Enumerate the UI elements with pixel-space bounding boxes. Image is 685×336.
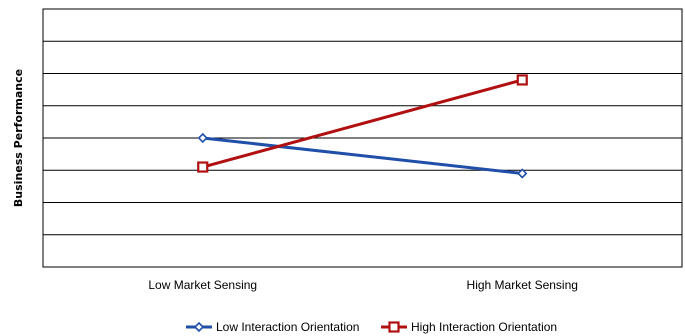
series-line xyxy=(202,136,523,175)
data-point xyxy=(197,132,208,144)
data-point xyxy=(517,168,528,179)
data-point xyxy=(197,161,209,173)
legend-label: High Interaction Orientation xyxy=(411,320,557,334)
series-line xyxy=(202,78,523,169)
y-axis-label: Business Performance xyxy=(12,69,25,207)
gridlines xyxy=(43,40,682,236)
legend: Low Interaction Orientation High Interact… xyxy=(186,320,557,334)
series-1 xyxy=(197,132,528,179)
series-2 xyxy=(197,74,528,173)
plot-area xyxy=(42,8,683,268)
x-axis-tick-labels: Low Market Sensing High Market Sensing xyxy=(148,278,578,292)
series-lines xyxy=(197,74,528,179)
data-point xyxy=(516,74,528,86)
legend-item: High Interaction Orientation xyxy=(381,320,557,334)
legend-marker xyxy=(388,321,400,333)
legend-marker xyxy=(193,321,205,333)
x-tick-label: Low Market Sensing xyxy=(148,278,257,292)
x-tick-label: High Market Sensing xyxy=(467,278,578,292)
legend-label: Low Interaction Orientation xyxy=(216,320,359,334)
legend-item: Low Interaction Orientation xyxy=(186,320,359,334)
